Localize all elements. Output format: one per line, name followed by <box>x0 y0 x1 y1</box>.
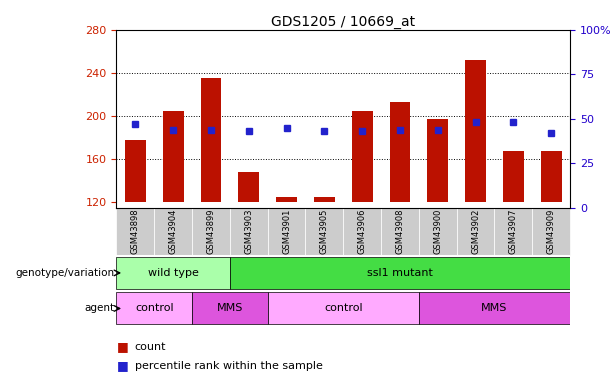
Text: percentile rank within the sample: percentile rank within the sample <box>135 361 322 370</box>
Text: ■: ■ <box>116 340 128 353</box>
Text: GSM43901: GSM43901 <box>282 209 291 254</box>
FancyBboxPatch shape <box>381 208 419 255</box>
Bar <box>276 197 297 202</box>
Text: count: count <box>135 342 166 352</box>
FancyBboxPatch shape <box>305 208 343 255</box>
Text: GSM43902: GSM43902 <box>471 209 480 254</box>
Bar <box>163 111 183 202</box>
Text: ■: ■ <box>116 359 128 372</box>
FancyBboxPatch shape <box>343 208 381 255</box>
Title: GDS1205 / 10669_at: GDS1205 / 10669_at <box>271 15 416 29</box>
Bar <box>238 172 259 202</box>
Bar <box>503 151 524 202</box>
Bar <box>268 292 419 324</box>
Text: GSM43900: GSM43900 <box>433 209 443 254</box>
Bar <box>200 78 221 203</box>
FancyBboxPatch shape <box>268 208 305 255</box>
Bar <box>390 102 410 202</box>
FancyBboxPatch shape <box>419 208 457 255</box>
FancyBboxPatch shape <box>116 208 154 255</box>
Bar <box>352 111 373 202</box>
Bar <box>116 257 230 289</box>
FancyBboxPatch shape <box>495 208 532 255</box>
Bar <box>125 140 146 202</box>
Bar <box>541 151 562 202</box>
Text: MMS: MMS <box>481 303 508 313</box>
Text: agent: agent <box>85 303 115 313</box>
FancyBboxPatch shape <box>532 208 570 255</box>
Text: wild type: wild type <box>148 268 199 278</box>
FancyBboxPatch shape <box>457 208 495 255</box>
Bar <box>192 292 268 324</box>
Bar <box>427 119 448 202</box>
FancyBboxPatch shape <box>192 208 230 255</box>
Text: GSM43905: GSM43905 <box>320 209 329 254</box>
Text: GSM43899: GSM43899 <box>207 209 216 254</box>
Bar <box>116 292 192 324</box>
Text: control: control <box>324 303 363 313</box>
Text: GSM43903: GSM43903 <box>244 209 253 254</box>
Text: GSM43909: GSM43909 <box>547 209 556 254</box>
Text: GSM43906: GSM43906 <box>357 209 367 254</box>
Text: GSM43898: GSM43898 <box>131 209 140 254</box>
FancyBboxPatch shape <box>154 208 192 255</box>
Text: GSM43907: GSM43907 <box>509 209 518 254</box>
FancyBboxPatch shape <box>230 208 268 255</box>
Text: ssl1 mutant: ssl1 mutant <box>367 268 433 278</box>
Text: GSM43908: GSM43908 <box>395 209 405 254</box>
Bar <box>419 292 570 324</box>
Text: MMS: MMS <box>216 303 243 313</box>
Bar <box>465 60 486 202</box>
Text: GSM43904: GSM43904 <box>169 209 178 254</box>
Bar <box>230 257 570 289</box>
Bar <box>314 197 335 202</box>
Text: genotype/variation: genotype/variation <box>15 268 115 278</box>
Text: control: control <box>135 303 173 313</box>
